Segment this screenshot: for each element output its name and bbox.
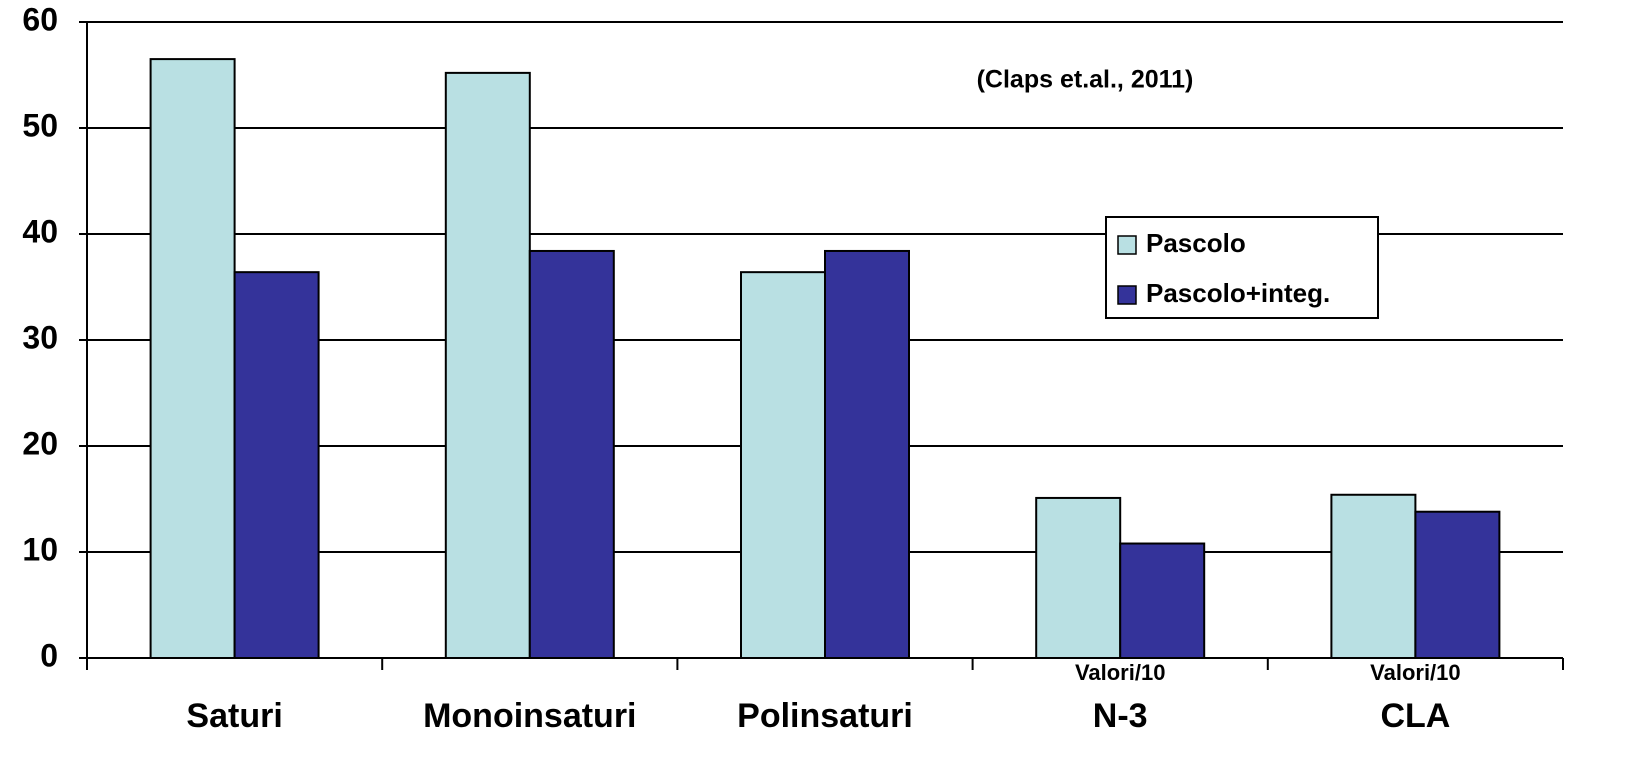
x-tick-label: Saturi	[186, 697, 282, 735]
category-note: Valori/10	[1370, 660, 1461, 685]
x-tick-label: N-3	[1093, 697, 1148, 735]
bar	[233, 271, 320, 659]
x-tick-label: Monoinsaturi	[423, 697, 636, 735]
bar	[1119, 542, 1206, 660]
y-tick-label: 10	[22, 531, 58, 567]
y-tick-label: 30	[22, 319, 58, 355]
bar	[1035, 496, 1122, 659]
legend-swatch	[1117, 235, 1137, 255]
legend-swatch	[1117, 285, 1137, 305]
category-note: Valori/10	[1075, 660, 1166, 685]
bar	[1414, 510, 1501, 659]
legend-label: Pascolo	[1146, 228, 1246, 258]
bar	[528, 249, 615, 660]
x-tick-label: Polinsaturi	[737, 697, 913, 735]
legend-label: Pascolo+integ.	[1146, 278, 1330, 308]
y-tick-label: 50	[22, 107, 58, 143]
bar	[1330, 493, 1417, 660]
y-tick-label: 20	[22, 425, 58, 461]
y-tick-label: 0	[40, 637, 58, 673]
bar	[824, 249, 910, 660]
y-tick-label: 60	[22, 1, 58, 37]
bar	[149, 58, 236, 660]
legend-box	[1105, 216, 1379, 319]
bar	[444, 71, 531, 659]
x-tick-label: CLA	[1380, 697, 1450, 735]
y-tick-label: 40	[22, 213, 58, 249]
annotation: (Claps et.al., 2011)	[977, 66, 1194, 94]
bar	[740, 271, 826, 659]
